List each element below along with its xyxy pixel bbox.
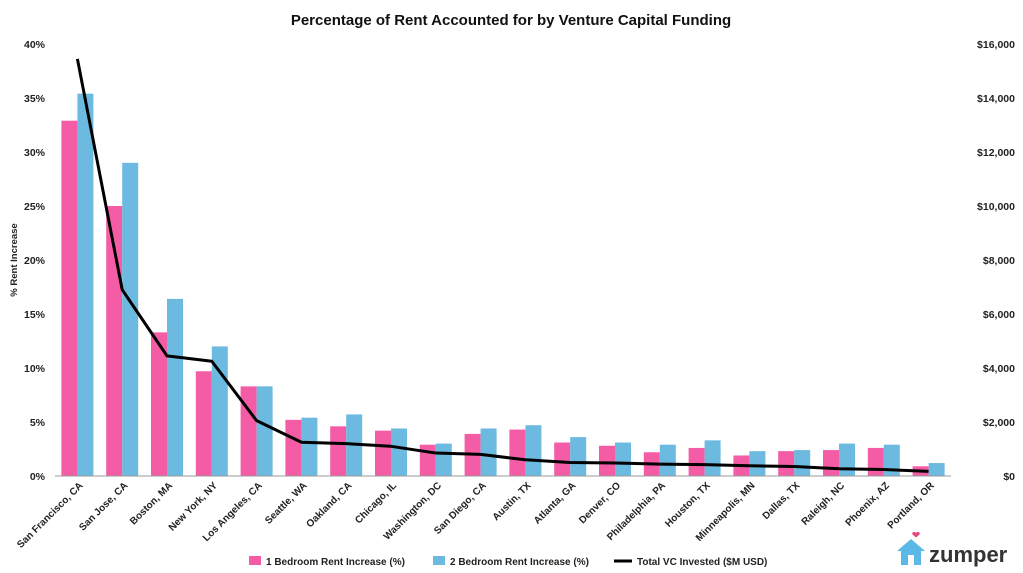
bar-1-bedroom — [688, 447, 705, 476]
left-tick-label: 20% — [24, 255, 46, 267]
bar-2-bedroom — [659, 444, 676, 476]
right-tick-label: $8,000 — [983, 255, 1015, 267]
bar-1-bedroom — [240, 386, 257, 476]
left-tick-label: 10% — [24, 363, 46, 375]
category-label: Phoenix, AZ — [844, 480, 892, 528]
category-label: Dallas, TX — [761, 480, 803, 522]
bar-2-bedroom — [435, 443, 452, 476]
bar-1-bedroom — [330, 426, 347, 476]
category-label: Chicago, IL — [353, 480, 399, 526]
bar-1-bedroom — [778, 451, 795, 476]
right-tick-label: $12,000 — [977, 147, 1015, 159]
legend-item-2-bedroom: 2 Bedroom Rent Increase (%) — [433, 556, 589, 568]
vc-line-layer — [75, 58, 929, 473]
bar-1-bedroom — [554, 442, 571, 476]
bar-2-bedroom — [794, 450, 811, 476]
right-tick-label: $16,000 — [977, 39, 1015, 51]
bar-2-bedroom — [301, 417, 318, 476]
bar-1-bedroom — [867, 447, 884, 476]
left-tick-label: 25% — [24, 201, 46, 213]
right-tick-label: $2,000 — [983, 417, 1015, 429]
right-tick-label: $0 — [1003, 471, 1015, 483]
bar-2-bedroom — [525, 425, 542, 476]
legend-swatch — [249, 556, 261, 565]
bar-1-bedroom — [285, 419, 302, 476]
right-tick-label: $14,000 — [977, 93, 1015, 105]
bars — [61, 93, 945, 477]
legend-swatch — [433, 556, 445, 565]
category-label: Austin, TX — [491, 480, 534, 523]
bar-2-bedroom — [749, 451, 766, 476]
bar-1-bedroom — [375, 430, 391, 476]
category-label: San Francisco, CA — [15, 480, 85, 550]
left-axis-ticks: 0% 5% 10% 15% 20% 25% 30% 35% 40% — [24, 39, 46, 483]
bar-2-bedroom — [615, 442, 631, 476]
legend-item-1-bedroom: 1 Bedroom Rent Increase (%) — [249, 556, 405, 568]
left-tick-label: 30% — [24, 147, 46, 159]
bar-2-bedroom — [77, 93, 94, 477]
left-tick-label: 15% — [24, 309, 46, 321]
bar-1-bedroom — [151, 332, 167, 476]
bar-2-bedroom — [928, 463, 945, 476]
left-tick-label: 0% — [30, 471, 46, 483]
category-label: Atlanta, GA — [532, 480, 578, 526]
legend-label: 1 Bedroom Rent Increase (%) — [266, 557, 405, 568]
bar-1-bedroom — [509, 429, 526, 476]
bar-2-bedroom — [839, 443, 855, 476]
left-tick-label: 35% — [24, 93, 46, 105]
bar-1-bedroom — [61, 120, 78, 477]
category-label: Denver, CO — [577, 480, 623, 526]
bar-2-bedroom — [480, 428, 497, 476]
category-label: Raleigh, NC — [800, 480, 847, 527]
house-heart-icon — [897, 531, 925, 565]
legend-label: Total VC Invested ($M USD) — [637, 557, 767, 568]
category-label: Boston, MA — [128, 480, 175, 527]
bar-2-bedroom — [883, 444, 900, 476]
bar-2-bedroom — [122, 162, 139, 477]
vc-invested-line — [75, 58, 929, 473]
category-label: Portland, OR — [886, 480, 938, 532]
legend-item-vc-invested: Total VC Invested ($M USD) — [614, 557, 767, 568]
logo-text: zumper — [929, 542, 1008, 567]
left-tick-label: 40% — [24, 39, 46, 51]
chart-title: Percentage of Rent Accounted for by Vent… — [291, 12, 731, 29]
bar-2-bedroom — [167, 298, 183, 476]
legend: 1 Bedroom Rent Increase (%) 2 Bedroom Ren… — [249, 556, 767, 568]
bar-2-bedroom — [570, 437, 587, 476]
zumper-logo: zumper — [897, 531, 1008, 567]
category-label: Houston, TX — [663, 480, 713, 530]
bar-1-bedroom — [823, 450, 839, 476]
bar-2-bedroom — [256, 386, 273, 476]
right-tick-label: $10,000 — [977, 201, 1015, 213]
right-axis-ticks: $0 $2,000 $4,000 $6,000 $8,000 $10,000 $12,000… — [977, 39, 1015, 483]
right-tick-label: $6,000 — [983, 309, 1015, 321]
left-tick-label: 5% — [30, 417, 46, 429]
category-label: Oakland, CA — [304, 480, 354, 530]
bar-2-bedroom — [704, 440, 721, 476]
bar-1-bedroom — [599, 445, 615, 476]
category-label: Seattle, WA — [263, 480, 309, 526]
bar-2-bedroom — [391, 428, 407, 476]
y-axis-label: % Rent Increase — [9, 223, 20, 296]
right-tick-label: $4,000 — [983, 363, 1015, 375]
legend-label: 2 Bedroom Rent Increase (%) — [450, 557, 589, 568]
bar-1-bedroom — [419, 444, 436, 476]
bar-1-bedroom — [195, 371, 212, 476]
